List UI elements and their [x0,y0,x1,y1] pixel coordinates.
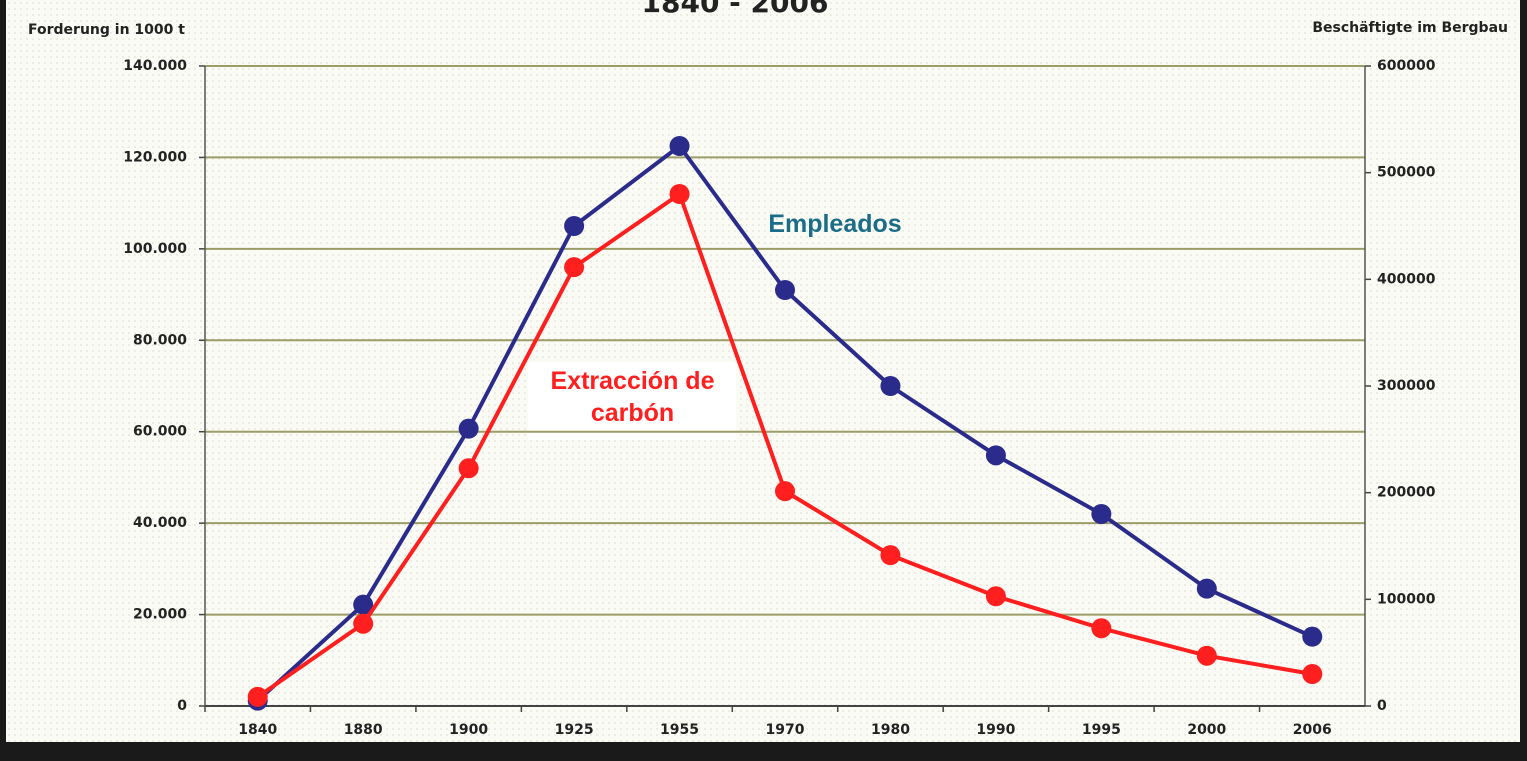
point [775,280,795,300]
point [247,686,268,707]
point [1196,578,1217,599]
chart-title: 1840 - 2006 [642,0,829,19]
y2-tick-label: 400000 [1377,271,1436,287]
x-tick-label: 1900 [449,722,488,738]
y-tick-label: 100.000 [123,241,187,257]
y-tick-label: 80.000 [133,332,187,348]
point [1091,618,1112,639]
y2-axis-label: Beschäftigte im Bergbau [1312,20,1508,36]
point [669,184,690,204]
x-tick-label: 2006 [1293,722,1332,738]
point [669,136,690,156]
point [775,481,795,502]
y-tick-label: 120.000 [123,149,187,165]
point [985,586,1006,607]
y2-tick-label: 0 [1377,698,1387,714]
point [1196,645,1217,666]
point [458,418,479,439]
point [353,613,374,634]
point [1302,664,1323,684]
point [1302,626,1323,647]
x-tick-label: 1840 [238,722,277,738]
y2-tick-label: 600000 [1377,58,1436,74]
point [880,545,901,566]
x-tick-label: 1880 [344,722,383,738]
background [6,0,1520,742]
x-tick-label: 1995 [1082,722,1121,738]
x-tick-label: 1955 [660,722,699,738]
y-tick-label: 60.000 [133,424,187,440]
point [1091,504,1112,524]
point [985,445,1006,466]
y2-tick-label: 500000 [1377,165,1436,181]
y2-tick-label: 300000 [1377,378,1436,394]
x-tick-label: 2000 [1187,722,1226,738]
series-label: Empleados [768,210,902,238]
x-tick-label: 1980 [871,722,910,738]
series-label: Extracción de carbón [550,367,715,427]
y-tick-label: 40.000 [133,515,187,531]
x-tick-label: 1925 [555,722,594,738]
point [353,594,374,615]
x-tick-label: 1970 [766,722,805,738]
y2-tick-label: 100000 [1377,591,1436,607]
point [564,257,585,278]
y-tick-label: 0 [177,698,187,714]
label-box [528,362,736,440]
y-tick-label: 20.000 [133,607,187,623]
x-tick-label: 1990 [976,722,1015,738]
y-tick-label: 140.000 [123,58,187,74]
point [880,376,901,396]
point [458,458,479,479]
y-axis-label: Forderung in 1000 t [28,22,185,38]
y2-tick-label: 200000 [1377,485,1436,501]
point [564,216,585,236]
